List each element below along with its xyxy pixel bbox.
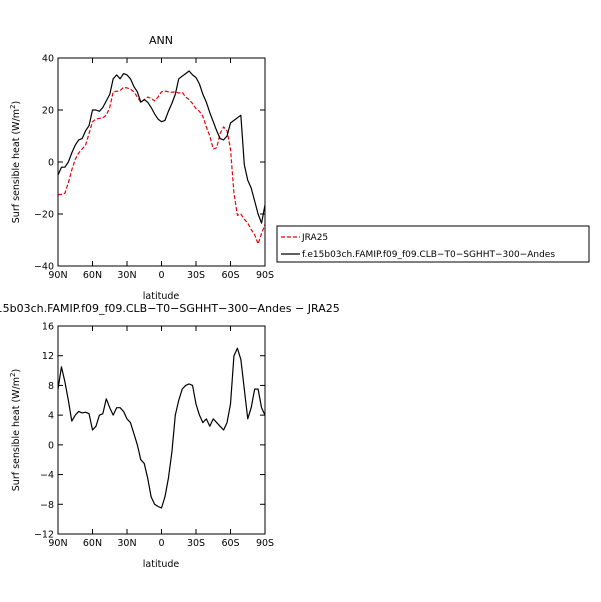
bottom-axes: 90N 60N 30N 0 30S 60S 90S 16 12 8 4 0 −4 −8 −12 — [34, 322, 274, 550]
top-y-tick-label: 40 — [42, 54, 54, 65]
bottom-x-tick-label: 60N — [83, 538, 102, 549]
top-x-axis-label: latitude — [143, 291, 180, 302]
top-y-tick-label: −40 — [34, 262, 54, 273]
top-panel-title: ANN — [149, 34, 173, 47]
bottom-y-tick-label: −8 — [40, 500, 54, 511]
top-series-line-0 — [58, 86, 266, 245]
bottom-x-tick-label: 30S — [187, 538, 205, 549]
top-x-tick-label: 60N — [83, 270, 102, 281]
bottom-y-tick-label: 16 — [42, 322, 54, 333]
legend: JRA25 f.e15b03ch.FAMIP.f09_f09.CLB−T0−SG… — [276, 225, 590, 263]
top-series-line-1 — [57, 70, 266, 224]
legend-label-jra25: JRA25 — [301, 233, 328, 243]
bottom-x-tick-label: 0 — [158, 538, 164, 549]
bottom-x-tick-label: 60S — [221, 538, 239, 549]
top-y-tick-label: −20 — [34, 210, 54, 221]
bottom-y-tick-label: 12 — [42, 351, 54, 362]
bottom-y-axis-label: Surf sensible heat (W/m2) — [9, 369, 22, 491]
legend-box — [276, 225, 590, 263]
top-y-axis-label: Surf sensible heat (W/m2) — [9, 101, 22, 223]
top-axes: 90N 60N 30N 0 30S 60S 90S 40 20 0 −20 −40 — [34, 54, 274, 282]
top-series-layer — [57, 70, 266, 245]
bottom-y-tick-label: 8 — [48, 381, 54, 392]
bottom-x-axis-label: latitude — [143, 559, 180, 570]
legend-label-model: f.e15b03ch.FAMIP.f09_f09.CLB−T0−SGHHT−30… — [302, 250, 555, 260]
top-x-tick-label: 30S — [187, 270, 205, 281]
bottom-y-tick-label: −4 — [40, 470, 54, 481]
top-panel: ANN 90N 60N 30N 0 30S 60S 90S 40 20 0 −20 −40 latit… — [9, 34, 590, 302]
top-x-tick-label: 60S — [221, 270, 239, 281]
bottom-y-tick-label: −12 — [34, 530, 54, 541]
bottom-panel: f.e15b03ch.FAMIP.f09_f09.CLB−T0−SGHHT−30… — [0, 302, 340, 570]
bottom-series-layer — [57, 347, 266, 509]
top-x-tick-label: 90S — [256, 270, 274, 281]
bottom-y-tick-label: 0 — [48, 440, 54, 451]
top-y-tick-label: 20 — [42, 106, 54, 117]
top-x-tick-label: 90N — [48, 270, 67, 281]
bottom-x-tick-label: 90N — [48, 538, 67, 549]
bottom-series-line-0 — [57, 347, 266, 509]
bottom-y-tick-label: 4 — [48, 411, 54, 422]
bottom-x-tick-label: 90S — [256, 538, 274, 549]
bottom-x-tick-label: 30N — [117, 538, 136, 549]
top-x-tick-label: 0 — [158, 270, 164, 281]
bottom-panel-title: f.e15b03ch.FAMIP.f09_f09.CLB−T0−SGHHT−30… — [0, 302, 340, 315]
top-y-tick-label: 0 — [48, 158, 54, 169]
top-plot-frame — [57, 57, 266, 267]
top-x-tick-label: 30N — [117, 270, 136, 281]
